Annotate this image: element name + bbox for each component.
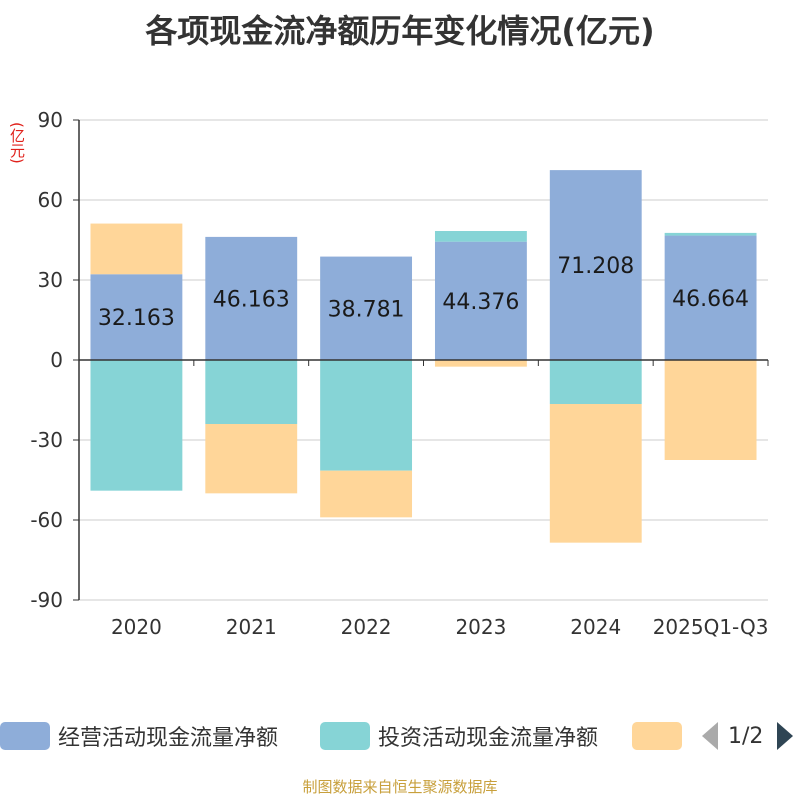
pager-next-icon[interactable] — [775, 722, 795, 750]
data-label-operating: 38.781 — [328, 297, 405, 322]
bar-operating — [90, 274, 183, 360]
data-label-operating: 46.163 — [213, 287, 290, 312]
bar-operating — [549, 170, 642, 360]
legend-item-investing[interactable]: 投资活动现金流量净额 — [320, 716, 598, 756]
bar-investing — [434, 230, 527, 242]
y-tick-label: 60 — [38, 188, 63, 212]
legend-label-operating: 经营活动现金流量净额 — [58, 726, 279, 751]
bar-investing — [320, 360, 413, 471]
y-axis-unit-label: (亿元) — [8, 122, 26, 164]
bar-financing — [549, 404, 642, 543]
data-labels: 32.163 46.163 38.781 44.376 71.208 46.664 — [98, 254, 749, 331]
legend-page-indicator: 1/2 — [728, 723, 764, 749]
grid-lines — [79, 119, 768, 601]
data-label-operating: 46.664 — [672, 287, 749, 312]
bar-operating — [205, 236, 298, 360]
y-tick-label: -90 — [30, 588, 63, 612]
y-tick-label: -60 — [30, 508, 63, 532]
y-tick-label: 0 — [50, 348, 63, 372]
x-tick-label: 2020 — [111, 615, 162, 639]
bar-financing — [205, 424, 298, 494]
bars — [90, 170, 757, 543]
stacked-bar-chart: 90 60 30 0 -30 -60 -90 2020 2021 2022 2023 2024 2025… — [30, 108, 769, 639]
y-tick-label: 30 — [38, 268, 63, 292]
data-label-operating: 32.163 — [98, 306, 175, 331]
legend-item-financing[interactable] — [632, 716, 690, 756]
bar-investing — [90, 360, 183, 491]
bar-financing — [320, 470, 413, 518]
data-label-operating: 71.208 — [557, 254, 634, 279]
data-source-footer: 制图数据来自恒生聚源数据库 — [302, 778, 498, 796]
legend-item-operating[interactable]: 经营活动现金流量净额 — [0, 716, 278, 756]
pager-prev-icon[interactable] — [700, 722, 720, 750]
bar-financing — [664, 360, 757, 460]
data-label-operating: 44.376 — [442, 290, 519, 315]
bar-investing — [205, 360, 298, 424]
bar-operating — [664, 235, 757, 360]
legend: 经营活动现金流量净额 投资活动现金流量净额 1/2 — [0, 716, 800, 756]
x-tick-label: 2023 — [455, 615, 506, 639]
x-tick-label: 2022 — [341, 615, 392, 639]
legend-pager: 1/2 — [700, 716, 795, 756]
bar-financing — [434, 360, 527, 367]
x-tick-label: 2024 — [570, 615, 621, 639]
legend-swatch-investing — [320, 722, 370, 750]
bar-operating — [434, 241, 527, 360]
bar-investing — [664, 232, 757, 236]
legend-swatch-operating — [0, 722, 50, 750]
legend-swatch-financing — [632, 722, 682, 750]
legend-label-investing: 投资活动现金流量净额 — [378, 726, 599, 751]
y-tick-label: -30 — [30, 428, 63, 452]
axes: 90 60 30 0 -30 -60 -90 2020 2021 2022 2023 2024 2025… — [30, 108, 769, 639]
x-tick-label: 2021 — [226, 615, 277, 639]
y-tick-label: 90 — [38, 108, 63, 132]
bar-investing — [549, 360, 642, 404]
bar-financing — [90, 223, 183, 275]
bar-operating — [320, 256, 413, 360]
chart-title: 各项现金流净额历年变化情况(亿元) — [145, 12, 655, 50]
x-tick-label: 2025Q1-Q3 — [653, 615, 769, 639]
